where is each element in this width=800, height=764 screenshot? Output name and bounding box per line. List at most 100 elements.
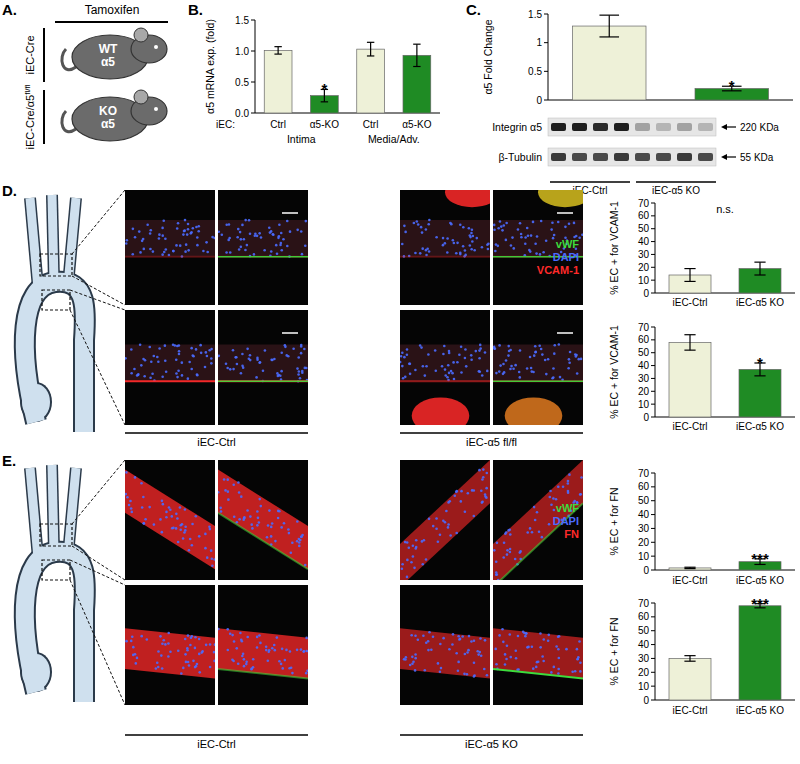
nucleus [278,660,281,663]
nucleus [286,245,289,248]
y-tick [651,267,655,268]
nucleus [406,559,409,562]
error-bar [684,269,695,282]
y-tick [651,352,655,353]
nucleus [425,365,428,368]
nucleus [520,236,523,239]
nucleus [240,246,243,249]
nucleus [276,636,279,639]
nucleus [494,648,497,651]
figure: A.B.C.D.E.TamoxifeniEC-CreWTα5iEC-Cre/α5… [0,0,800,764]
nucleus [227,649,230,652]
endothelial-signal [400,256,490,258]
region-box [42,560,70,580]
region-connector [70,310,125,425]
tissue-band [218,220,308,257]
nucleus [163,251,166,254]
nucleus [555,645,558,648]
nucleus [206,355,209,358]
nucleus [256,524,259,527]
nucleus [539,253,542,256]
nucleus [235,356,238,359]
nucleus [509,368,512,371]
nucleus [159,635,162,638]
nucleus [423,669,426,672]
micrograph [493,460,583,580]
nucleus [243,517,246,520]
endothelial-signal [493,380,583,382]
nucleus [156,661,159,664]
nucleus [136,657,139,660]
nucleus [213,237,215,240]
y-tick-label: 0.0 [235,108,249,119]
nucleus [503,541,506,544]
nucleus [474,350,477,353]
nucleus [495,560,498,563]
error-cap [684,567,695,568]
annotation: *** [751,595,769,612]
nucleus [550,228,553,231]
nucleus [511,236,514,239]
nucleus [225,223,228,226]
nucleus [401,243,404,246]
y-tick [651,228,655,229]
nucleus [410,634,413,637]
nucleus [458,353,461,356]
blot-row-label: Integrin α5 [492,121,542,133]
y-tick [651,486,655,487]
nucleus [159,518,162,521]
nucleus [472,235,475,238]
nucleus [286,220,289,223]
nucleus [288,667,291,670]
nucleus [471,489,474,492]
nucleus [512,247,515,250]
nucleus [146,638,149,641]
channel-legend: vWF [556,238,580,250]
nucleus [568,362,571,365]
nucleus [498,344,501,347]
nucleus [132,646,135,649]
tissue-band [493,460,583,580]
nucleus [450,370,453,373]
nucleus [209,666,212,669]
nucleus [518,376,521,379]
nucleus [509,551,512,554]
nucleus [506,644,509,647]
nucleus [540,220,543,223]
nucleus [143,522,146,525]
blot-band [635,153,650,161]
y-tick [651,293,655,294]
nucleus [246,509,249,512]
nucleus [205,644,208,647]
tissue-band [125,345,215,382]
endothelial-signal [125,380,215,382]
nucleus [435,236,438,239]
bar [669,658,711,700]
nucleus [270,526,273,529]
adventitia-signal [505,397,563,425]
region-connector [72,460,125,524]
nucleus [250,523,253,526]
y-tick-label: 1.5 [528,9,542,20]
aorta-root [22,654,50,690]
nucleus [505,658,508,661]
error-cap [321,101,328,102]
nucleus [452,361,455,364]
y-tick-label: 50 [638,495,650,506]
nucleus [228,223,231,226]
nucleus [449,534,452,537]
nucleus [406,348,409,351]
micrograph [493,310,583,425]
nucleus [237,662,240,665]
y-tick-label: 0 [536,95,542,106]
nucleus [133,368,136,371]
annotation: *** [751,550,769,567]
micrograph [125,310,215,425]
category-label: iEC-α5 KO [652,185,700,196]
nucleus [484,639,487,642]
nucleus [198,638,201,641]
nucleus [514,364,517,367]
nucleus [481,500,484,503]
nucleus [187,249,190,252]
nucleus [139,343,142,346]
